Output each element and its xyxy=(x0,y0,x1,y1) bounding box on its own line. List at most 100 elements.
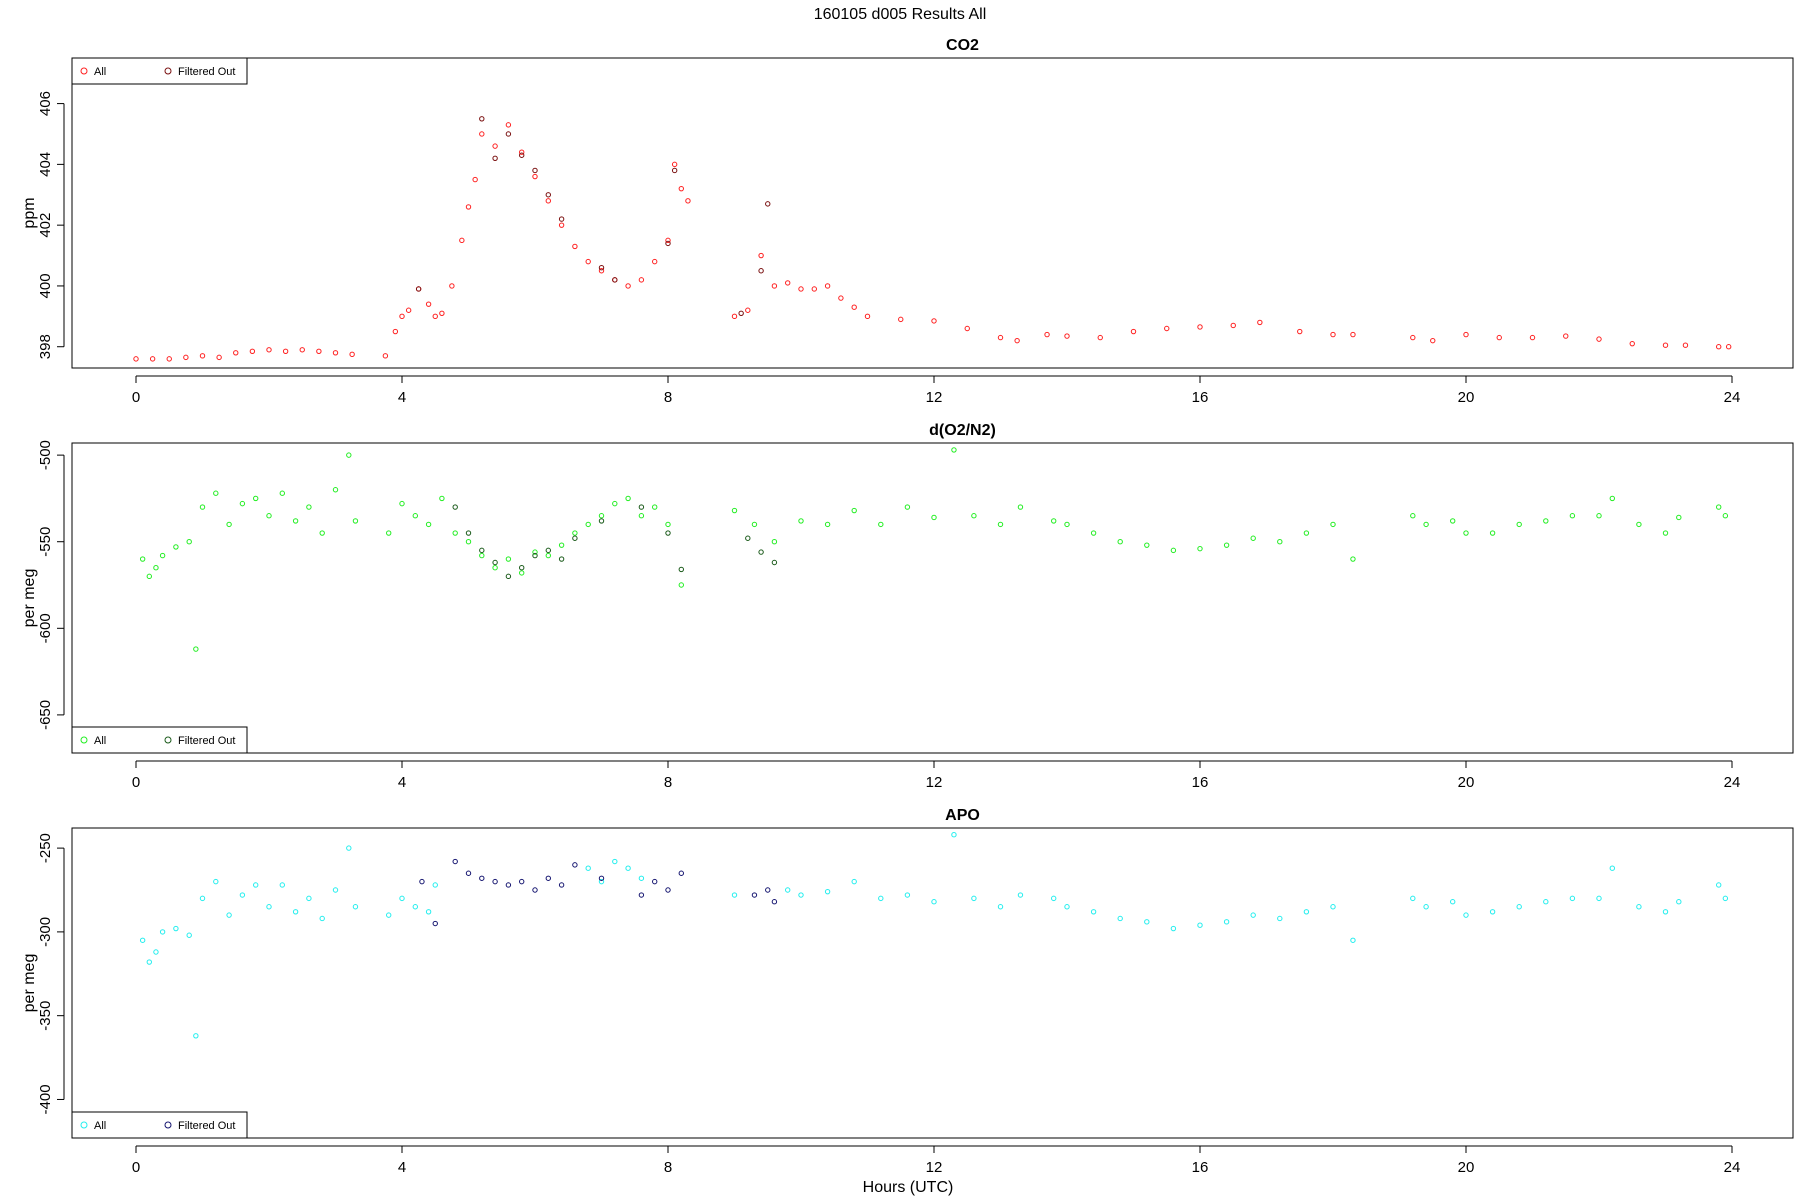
data-point xyxy=(1330,521,1336,528)
data-point xyxy=(771,899,778,905)
data-point xyxy=(226,912,232,918)
y-axis: -250 -300 -350 -400 xyxy=(37,833,65,1114)
data-point xyxy=(971,513,977,519)
plot-frame xyxy=(71,57,1794,369)
x-tick-label: 20 xyxy=(1458,774,1475,791)
y-tick-label: -400 xyxy=(37,1084,54,1114)
data-point xyxy=(1350,331,1356,338)
data-point xyxy=(1330,904,1336,910)
data-point xyxy=(193,646,199,652)
data-point xyxy=(505,122,512,128)
data-point xyxy=(425,909,432,915)
data-point xyxy=(1044,331,1050,338)
data-point xyxy=(598,878,605,885)
data-point xyxy=(299,347,305,353)
data-point xyxy=(798,286,804,292)
data-point xyxy=(898,316,904,323)
data-point xyxy=(439,495,445,502)
x-tick-label: 0 xyxy=(132,389,140,406)
data-point xyxy=(625,283,631,289)
data-point xyxy=(665,237,671,244)
y-axis: 398 400 402 404 406 xyxy=(37,91,65,359)
data-point xyxy=(931,899,937,905)
x-axis: 0 4 8 12 16 20 24 xyxy=(132,760,1741,791)
data-point xyxy=(346,845,352,851)
data-point xyxy=(382,353,389,359)
data-point xyxy=(386,912,392,918)
data-point xyxy=(399,500,405,507)
data-point xyxy=(572,535,578,541)
y-axis: -500 -550 -600 -650 xyxy=(37,440,65,730)
data-point xyxy=(1596,513,1602,519)
data-point xyxy=(851,304,857,310)
panel-title: d(O2/N2) xyxy=(929,422,996,439)
data-point xyxy=(638,513,645,519)
data-point xyxy=(665,240,671,247)
data-point xyxy=(415,286,422,292)
legend-box xyxy=(71,1111,248,1139)
data-point xyxy=(558,222,565,228)
chart-panel-3: APO per meg 0 4 8 12 16 20 24 -250 -300 -350 -400 All… xyxy=(21,807,1794,1176)
data-point xyxy=(479,875,485,881)
data-point xyxy=(685,198,691,204)
y-tick-label: -500 xyxy=(37,440,54,470)
data-point xyxy=(1064,333,1070,339)
data-point xyxy=(1197,545,1203,552)
data-point xyxy=(558,542,565,548)
data-point xyxy=(878,895,884,902)
data-point xyxy=(452,858,458,865)
data-point xyxy=(838,295,844,301)
y-tick-label: 402 xyxy=(37,213,54,238)
data-point xyxy=(1223,542,1230,548)
data-point xyxy=(465,539,472,545)
data-point xyxy=(1303,530,1310,536)
y-axis-label: per meg xyxy=(21,569,38,628)
x-tick-label: 24 xyxy=(1724,1159,1741,1176)
data-point xyxy=(425,521,432,528)
data-point xyxy=(399,313,405,320)
x-tick-label: 12 xyxy=(926,389,943,406)
data-point xyxy=(558,216,565,222)
data-point xyxy=(572,530,578,536)
data-point xyxy=(419,878,425,885)
data-point xyxy=(346,452,352,458)
legend: All Filtered Out xyxy=(71,1111,248,1139)
data-point xyxy=(146,573,153,580)
legend: All Filtered Out xyxy=(71,57,248,85)
data-point xyxy=(824,888,831,895)
data-point xyxy=(1257,319,1263,326)
legend-entry: Filtered Out xyxy=(178,66,235,78)
data-point xyxy=(213,490,219,496)
data-point xyxy=(452,530,458,536)
data-point xyxy=(173,925,179,932)
data-point xyxy=(731,313,738,320)
data-point xyxy=(139,556,146,562)
data-point xyxy=(1543,518,1549,524)
data-point xyxy=(1569,895,1576,902)
data-point xyxy=(479,116,485,122)
data-point xyxy=(432,920,438,927)
legend: All Filtered Out xyxy=(71,726,248,754)
data-point xyxy=(266,513,272,519)
y-axis-label: per meg xyxy=(21,954,38,1013)
data-point xyxy=(492,155,498,161)
data-point xyxy=(519,570,525,576)
x-tick-label: 24 xyxy=(1724,774,1741,791)
data-point xyxy=(1676,514,1682,521)
x-tick-label: 20 xyxy=(1458,389,1475,406)
data-point xyxy=(665,521,671,528)
data-point xyxy=(1450,518,1456,524)
data-point xyxy=(226,521,232,528)
data-point xyxy=(598,268,605,274)
data-point xyxy=(316,348,322,354)
data-point xyxy=(159,929,166,935)
data-point xyxy=(505,131,512,137)
data-point xyxy=(545,547,551,554)
data-point xyxy=(765,201,771,207)
data-point xyxy=(997,521,1004,528)
data-point xyxy=(745,535,751,541)
data-point xyxy=(532,173,538,180)
data-point xyxy=(904,504,911,510)
series-filtered-out xyxy=(452,504,778,580)
